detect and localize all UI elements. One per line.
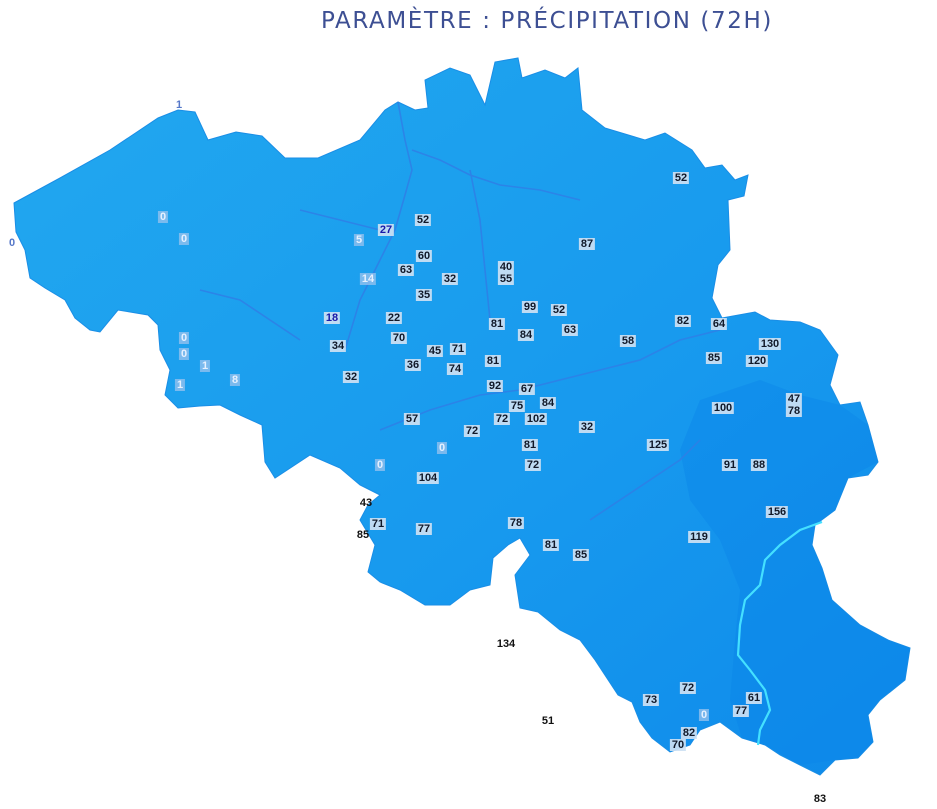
station-value-label: 43 <box>359 497 373 509</box>
station-value-label: 72 <box>463 425 481 437</box>
station-value-label: 32 <box>441 273 459 285</box>
station-value-label: 58 <box>619 335 637 347</box>
station-value-label: 156 <box>765 506 789 518</box>
station-value-label: 91 <box>721 459 739 471</box>
station-value-label: 77 <box>732 705 750 717</box>
station-value-label: 0 <box>178 348 190 360</box>
station-value-label: 130 <box>758 338 782 350</box>
station-value-label: 81 <box>484 355 502 367</box>
station-value-label: 82 <box>680 727 698 739</box>
station-value-label: 51 <box>541 715 555 727</box>
station-value-label: 0 <box>157 211 169 223</box>
rivers <box>199 101 721 521</box>
station-value-label: 27 <box>377 224 395 236</box>
station-value-label: 119 <box>688 531 710 543</box>
station-value-label: 32 <box>342 371 360 383</box>
station-value-label: 74 <box>446 363 464 375</box>
station-value-label: 78 <box>785 405 803 417</box>
station-value-label: 1 <box>175 99 183 111</box>
station-value-label: 5 <box>353 234 365 246</box>
station-value-label: 64 <box>710 318 728 330</box>
station-value-label: 72 <box>679 682 697 694</box>
station-value-label: 77 <box>415 523 433 535</box>
station-value-label: 67 <box>518 383 536 395</box>
station-value-label: 81 <box>521 439 539 451</box>
station-value-label: 72 <box>524 459 542 471</box>
station-value-label: 22 <box>385 312 403 324</box>
station-value-label: 63 <box>561 324 579 336</box>
station-value-label: 99 <box>521 301 539 313</box>
station-value-label: 0 <box>178 332 190 344</box>
station-value-label: 57 <box>403 413 421 425</box>
station-value-label: 72 <box>493 413 511 425</box>
station-value-label: 83 <box>813 793 827 805</box>
station-value-label: 70 <box>390 332 408 344</box>
station-value-label: 63 <box>397 264 415 276</box>
station-value-label: 40 <box>497 261 515 273</box>
station-value-label: 1 <box>174 379 186 391</box>
station-value-label: 0 <box>436 442 448 454</box>
station-value-label: 61 <box>745 692 763 704</box>
belgium-territory <box>13 57 911 776</box>
station-value-label: 85 <box>356 529 370 541</box>
station-value-label: 73 <box>642 694 660 706</box>
station-value-label: 81 <box>488 318 506 330</box>
station-value-label: 52 <box>414 214 432 226</box>
station-value-label: 84 <box>517 329 535 341</box>
station-value-label: 55 <box>497 273 515 285</box>
station-value-label: 0 <box>178 233 190 245</box>
station-value-label: 0 <box>374 459 386 471</box>
station-value-label: 14 <box>359 273 377 285</box>
station-value-label: 70 <box>669 739 687 751</box>
station-value-label: 45 <box>426 345 444 357</box>
station-value-label: 120 <box>745 355 769 367</box>
station-value-label: 34 <box>329 340 347 352</box>
station-value-label: 102 <box>524 413 548 425</box>
station-value-label: 18 <box>323 312 341 324</box>
station-value-label: 81 <box>542 539 560 551</box>
station-value-label: 52 <box>672 172 690 184</box>
station-value-label: 36 <box>404 359 422 371</box>
station-value-label: 87 <box>578 238 596 250</box>
station-value-label: 8 <box>229 374 241 386</box>
station-value-label: 0 <box>698 709 710 721</box>
page-title: PARAMÈTRE : PRÉCIPITATION (72H) <box>321 8 773 34</box>
station-value-label: 47 <box>785 393 803 405</box>
station-value-label: 71 <box>449 343 467 355</box>
station-value-label: 71 <box>369 518 387 530</box>
station-value-label: 88 <box>750 459 768 471</box>
station-value-label: 134 <box>496 638 516 650</box>
station-value-label: 85 <box>572 549 590 561</box>
station-value-label: 100 <box>711 402 735 414</box>
station-value-label: 75 <box>508 400 526 412</box>
station-value-label: 125 <box>646 439 670 451</box>
station-value-label: 82 <box>674 315 692 327</box>
station-value-label: 85 <box>705 352 723 364</box>
station-value-label: 35 <box>415 289 433 301</box>
station-value-label: 78 <box>507 517 525 529</box>
station-value-label: 104 <box>416 472 440 484</box>
station-value-label: 52 <box>550 304 568 316</box>
station-value-label: 60 <box>415 250 433 262</box>
station-value-label: 1 <box>199 360 211 372</box>
luxembourg-border <box>736 520 823 746</box>
station-value-label: 84 <box>539 397 557 409</box>
station-value-label: 92 <box>486 380 504 392</box>
ardennes-shade <box>680 380 910 765</box>
station-value-label: 32 <box>578 421 596 433</box>
station-value-label: 0 <box>8 237 16 249</box>
